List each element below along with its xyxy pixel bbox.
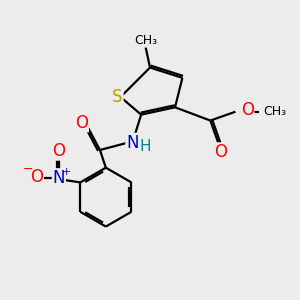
Text: O: O: [30, 167, 43, 185]
Text: CH₃: CH₃: [134, 34, 157, 47]
Text: −: −: [23, 163, 33, 176]
Text: H: H: [140, 139, 151, 154]
Text: CH₃: CH₃: [263, 105, 286, 118]
Text: +: +: [62, 167, 71, 177]
Text: O: O: [52, 142, 65, 160]
Text: O: O: [75, 114, 88, 132]
Text: N: N: [126, 134, 139, 152]
Text: N: N: [52, 169, 65, 187]
Text: S: S: [112, 88, 123, 106]
Text: O: O: [241, 101, 254, 119]
Text: O: O: [214, 143, 227, 161]
